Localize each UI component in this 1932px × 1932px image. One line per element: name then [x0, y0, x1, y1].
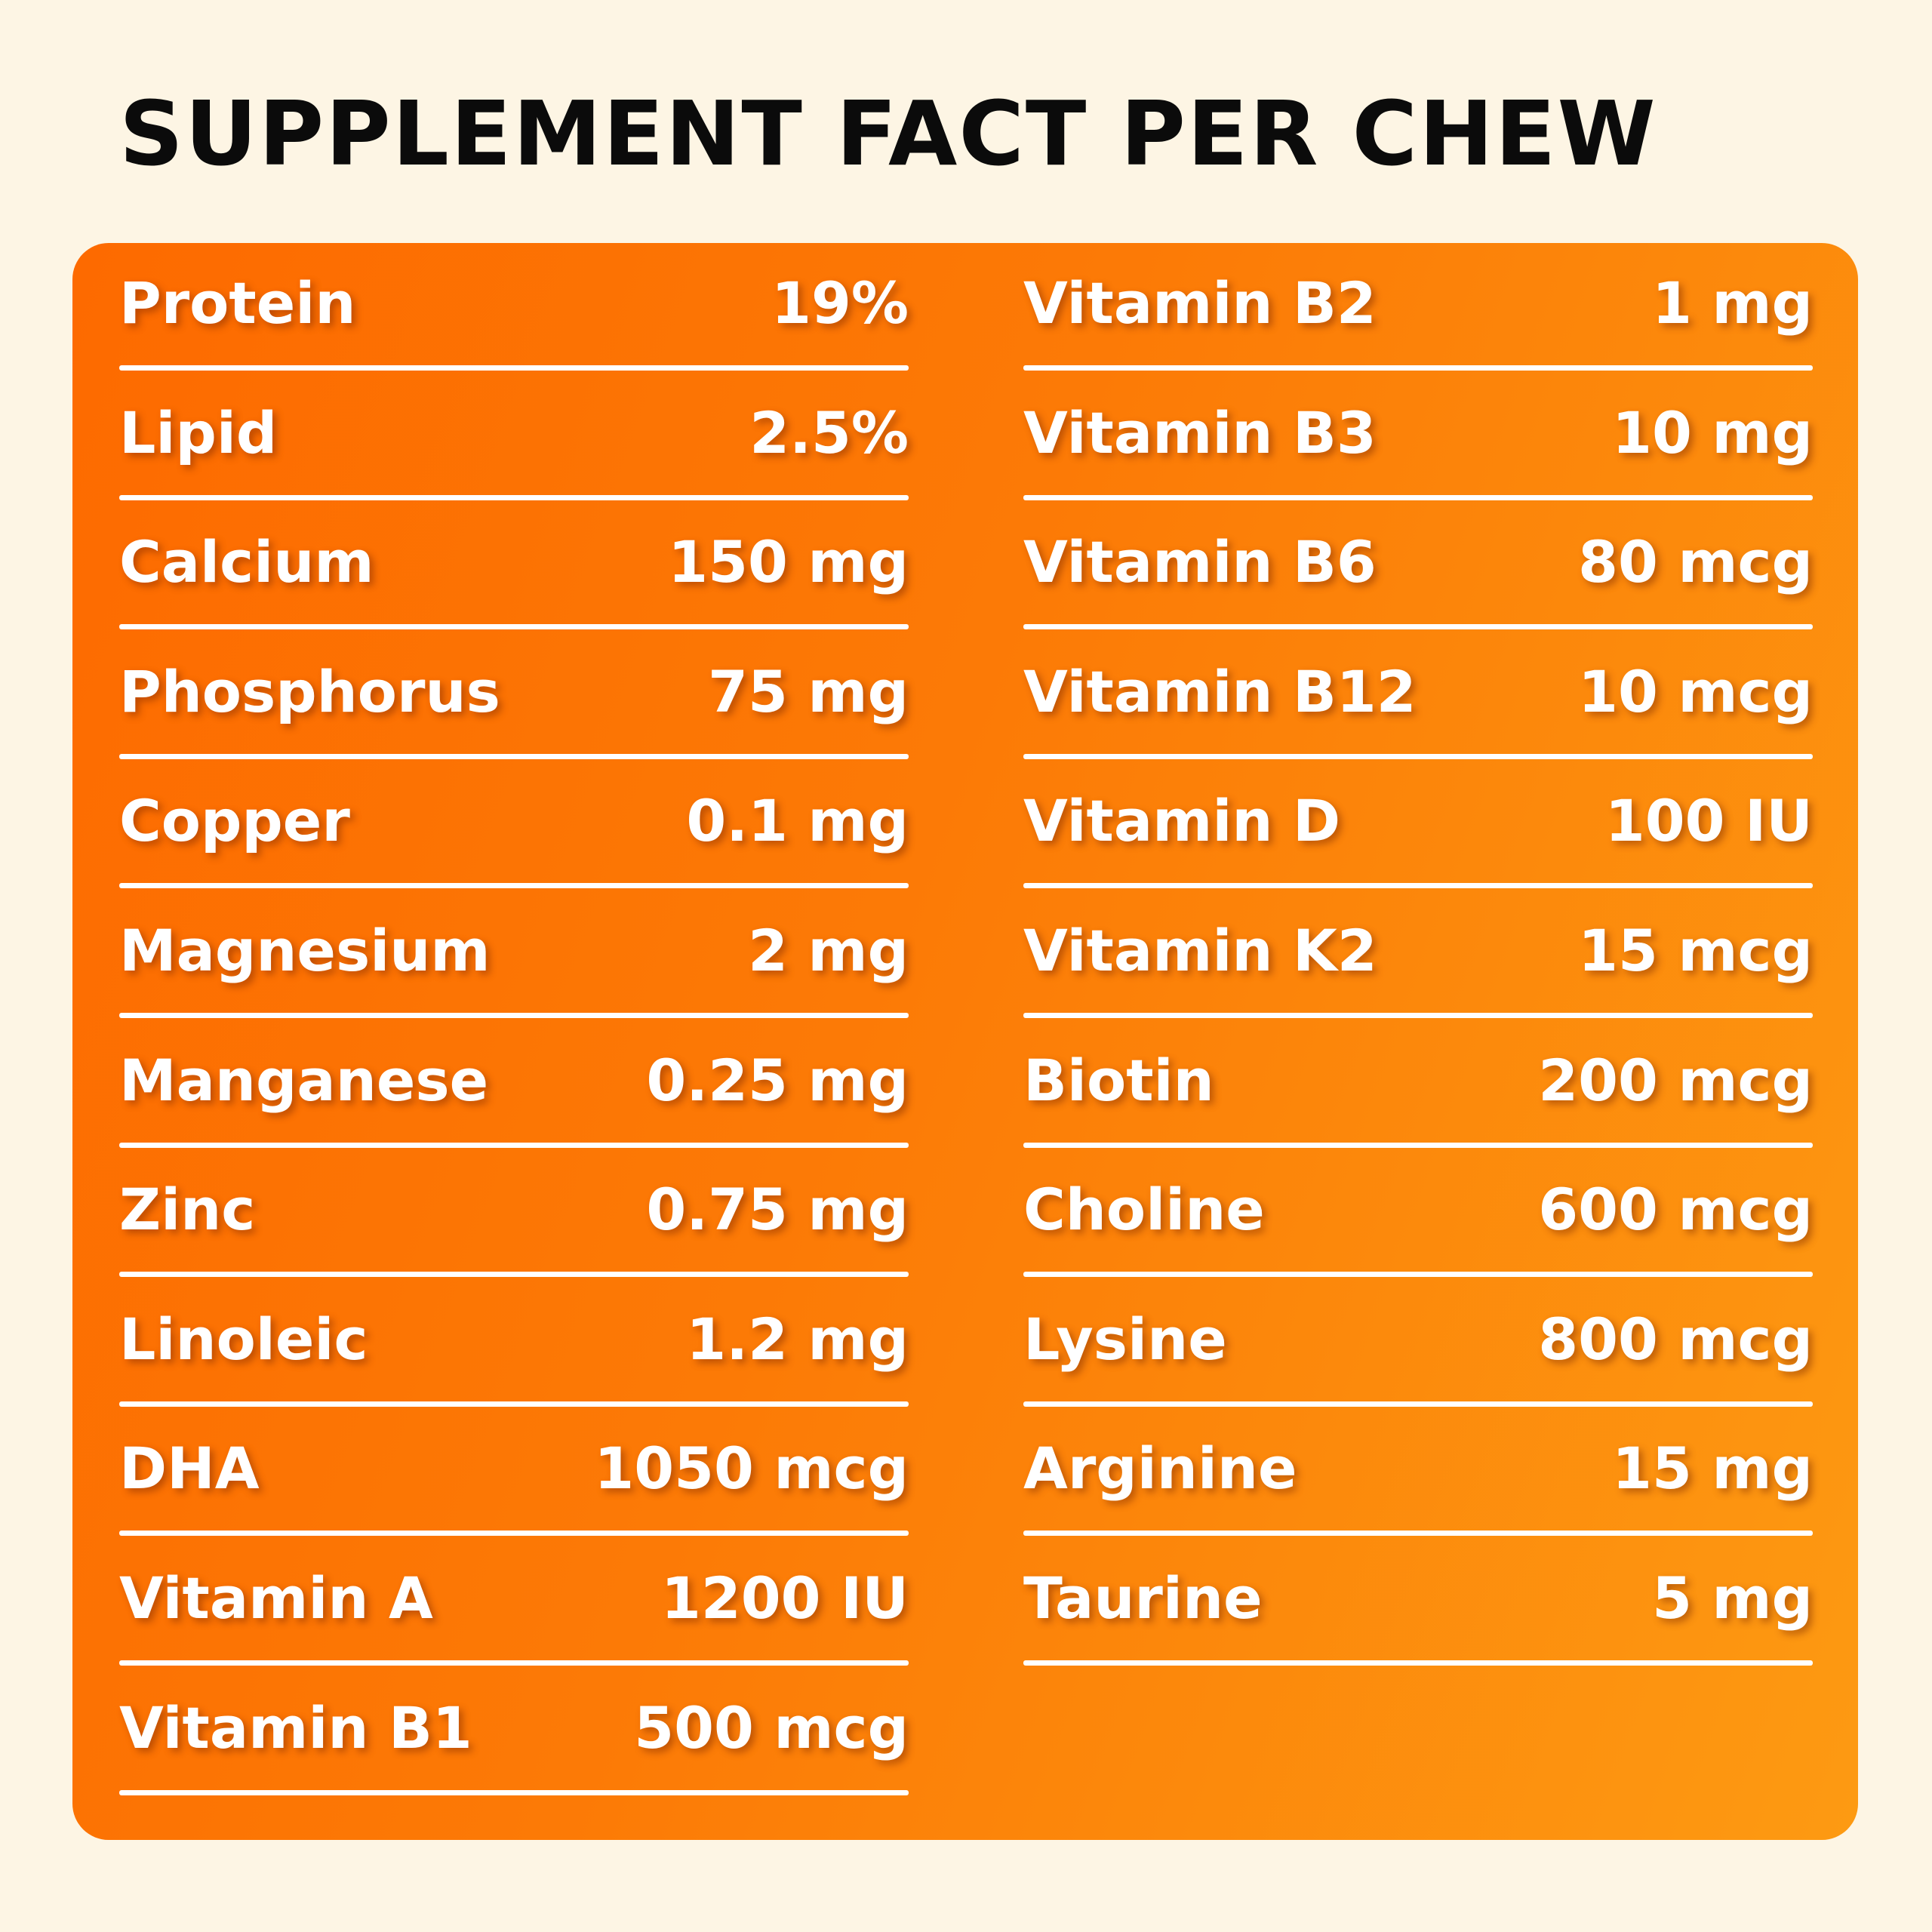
fact-value: 1050 mcg	[594, 1435, 909, 1503]
row-divider	[1023, 624, 1813, 630]
fact-name: Magnesium	[119, 916, 491, 984]
row-divider	[119, 1272, 909, 1278]
fact-row: Manganese 0.25 mg	[119, 1020, 909, 1150]
fact-name: DHA	[119, 1435, 260, 1503]
row-divider	[1023, 1142, 1813, 1148]
fact-row: Vitamin K2 15 mcg	[1023, 891, 1813, 1020]
fact-row: Zinc 0.75 mg	[119, 1149, 909, 1279]
fact-value: 600 mcg	[1538, 1176, 1813, 1244]
facts-panel: Protein 19% Lipid 2.5% Calcium 150 mg Phosp…	[72, 243, 1858, 1840]
fact-name: Vitamin B3	[1023, 398, 1377, 466]
fact-value: 0.1 mg	[686, 787, 909, 855]
fact-name: Vitamin K2	[1023, 916, 1377, 984]
row-divider	[119, 365, 909, 371]
fact-value: 2 mg	[748, 916, 909, 984]
row-divider	[119, 753, 909, 759]
fact-name: Zinc	[119, 1176, 256, 1244]
fact-value: 1.2 mg	[686, 1305, 909, 1373]
fact-row: Phosphorus 75 mg	[119, 632, 909, 761]
fact-value: 150 mg	[668, 528, 909, 596]
row-divider	[119, 1012, 909, 1018]
fact-row: Vitamin B12 10 mcg	[1023, 632, 1813, 761]
fact-row: DHA 1050 mcg	[119, 1408, 909, 1538]
fact-value: 5 mg	[1652, 1564, 1813, 1632]
fact-row: Vitamin B2 1 mg	[1023, 243, 1813, 373]
fact-value: 19%	[771, 269, 909, 337]
fact-name: Biotin	[1023, 1046, 1214, 1114]
fact-name: Lipid	[119, 398, 278, 466]
row-divider	[119, 1660, 909, 1666]
fact-name: Phosphorus	[119, 657, 500, 725]
fact-value: 1 mg	[1652, 269, 1813, 337]
fact-value: 800 mcg	[1538, 1305, 1813, 1373]
fact-value: 0.75 mg	[646, 1176, 909, 1244]
row-divider	[119, 1401, 909, 1407]
fact-name: Arginine	[1023, 1435, 1297, 1503]
fact-row: Biotin 200 mcg	[1023, 1020, 1813, 1150]
fact-name: Linoleic	[119, 1305, 368, 1373]
fact-value: 0.25 mg	[646, 1046, 909, 1114]
fact-name: Vitamin B2	[1023, 269, 1377, 337]
fact-row: Lysine 800 mcg	[1023, 1279, 1813, 1409]
row-divider	[1023, 365, 1813, 371]
fact-name: Calcium	[119, 528, 374, 596]
fact-value: 80 mcg	[1578, 528, 1813, 596]
fact-row: Lipid 2.5%	[119, 373, 909, 503]
row-divider	[1023, 1272, 1813, 1278]
fact-name: Taurine	[1023, 1564, 1263, 1632]
fact-row: Calcium 150 mg	[119, 502, 909, 632]
fact-name: Vitamin B1	[119, 1694, 472, 1761]
fact-name: Copper	[119, 787, 350, 855]
fact-row: Taurine 5 mg	[1023, 1538, 1813, 1668]
fact-value: 100 IU	[1604, 787, 1813, 855]
row-divider	[1023, 1012, 1813, 1018]
row-divider	[119, 1531, 909, 1537]
fact-name: Vitamin B12	[1023, 657, 1417, 725]
page-title: SUPPLEMENT FACT PER CHEW	[119, 82, 1657, 186]
fact-row: Vitamin B1 500 mcg	[119, 1668, 909, 1798]
fact-value: 1200 IU	[661, 1564, 909, 1632]
row-divider	[1023, 1401, 1813, 1407]
fact-row: Choline 600 mcg	[1023, 1149, 1813, 1279]
row-divider	[1023, 1531, 1813, 1537]
fact-row: Copper 0.1 mg	[119, 761, 909, 891]
row-divider	[119, 624, 909, 630]
fact-name: Vitamin D	[1023, 787, 1341, 855]
facts-column-right: Vitamin B2 1 mg Vitamin B3 10 mg Vitamin B…	[1023, 243, 1813, 1668]
fact-value: 2.5%	[749, 398, 909, 466]
row-divider	[119, 494, 909, 500]
fact-name: Vitamin B6	[1023, 528, 1377, 596]
row-divider	[119, 1789, 909, 1795]
fact-name: Lysine	[1023, 1305, 1227, 1373]
fact-name: Choline	[1023, 1176, 1265, 1244]
row-divider	[1023, 753, 1813, 759]
fact-name: Vitamin A	[119, 1564, 433, 1632]
fact-name: Protein	[119, 269, 356, 337]
fact-value: 10 mg	[1612, 398, 1813, 466]
fact-row: Vitamin B6 80 mcg	[1023, 502, 1813, 632]
row-divider	[119, 1142, 909, 1148]
fact-row: Magnesium 2 mg	[119, 891, 909, 1020]
fact-row: Vitamin B3 10 mg	[1023, 373, 1813, 503]
row-divider	[1023, 883, 1813, 889]
fact-row: Protein 19%	[119, 243, 909, 373]
fact-row: Vitamin D 100 IU	[1023, 761, 1813, 891]
row-divider	[119, 883, 909, 889]
fact-value: 500 mcg	[634, 1694, 909, 1761]
fact-value: 15 mg	[1612, 1435, 1813, 1503]
fact-row: Arginine 15 mg	[1023, 1408, 1813, 1538]
fact-value: 200 mcg	[1538, 1046, 1813, 1114]
fact-row: Linoleic 1.2 mg	[119, 1279, 909, 1409]
fact-value: 75 mg	[708, 657, 909, 725]
row-divider	[1023, 494, 1813, 500]
fact-value: 15 mcg	[1578, 916, 1813, 984]
row-divider	[1023, 1660, 1813, 1666]
facts-column-left: Protein 19% Lipid 2.5% Calcium 150 mg Phosp…	[119, 243, 909, 1797]
fact-row: Vitamin A 1200 IU	[119, 1538, 909, 1668]
fact-value: 10 mcg	[1578, 657, 1813, 725]
fact-name: Manganese	[119, 1046, 489, 1114]
